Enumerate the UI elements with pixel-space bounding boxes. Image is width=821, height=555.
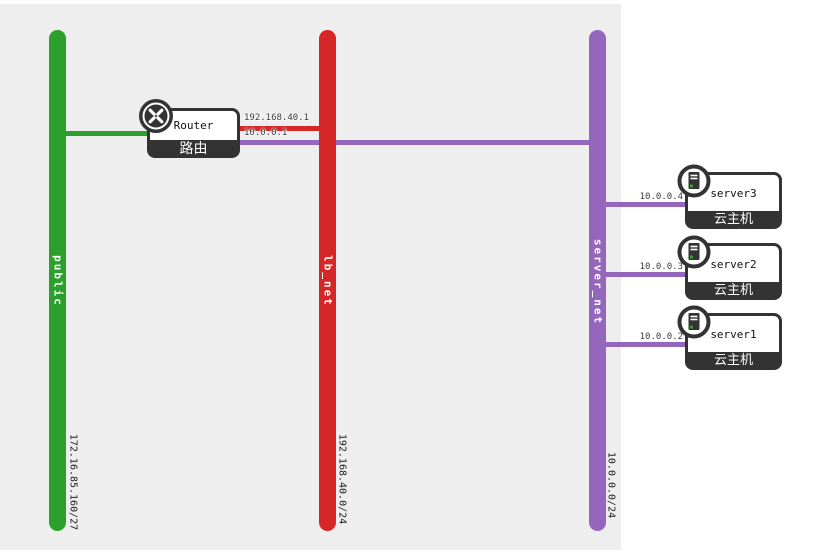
network-bar-lb-net[interactable] xyxy=(319,30,336,531)
router-ip-server-net: 10.0.0.1 xyxy=(244,128,288,138)
server1-name: server1 xyxy=(710,327,757,341)
router-node[interactable]: Router 路由 xyxy=(139,99,240,158)
server3-type-label: 云主机 xyxy=(713,212,753,227)
network-name-lb-net: lb_net xyxy=(321,255,335,307)
link-servernet-server3 xyxy=(598,202,687,207)
server2-ip: 10.0.0.3 xyxy=(639,262,683,272)
server2-node[interactable]: server2 云主机 xyxy=(677,235,782,300)
network-name-public: public xyxy=(51,255,65,307)
network-cidr-public: 172.16.85.160/27 xyxy=(67,433,79,531)
network-cidr-server-net: 10.0.0.0/24 xyxy=(605,451,617,519)
server-icon xyxy=(677,305,711,339)
link-servernet-server1 xyxy=(598,342,687,347)
router-ip-lb-net: 192.168.40.1 xyxy=(244,113,310,123)
network-cidr-lb-net: 192.168.40.0/24 xyxy=(336,433,348,525)
topology-canvas xyxy=(0,4,621,550)
server3-node[interactable]: server3 云主机 xyxy=(677,164,782,229)
network-bar-public[interactable] xyxy=(49,30,66,531)
server1-ip: 10.0.0.2 xyxy=(639,332,683,342)
server-icon xyxy=(677,164,711,198)
server1-type-label: 云主机 xyxy=(713,353,753,368)
link-servernet-server2 xyxy=(598,272,687,277)
link-router-servernet xyxy=(238,140,598,145)
server1-node[interactable]: server1 云主机 xyxy=(677,305,782,370)
link-router-lbnet xyxy=(238,126,323,131)
router-icon xyxy=(139,99,173,133)
server3-name: server3 xyxy=(710,186,757,200)
network-name-server-net: server_net xyxy=(591,238,605,326)
router-name: Router xyxy=(173,119,214,132)
server-icon xyxy=(677,235,711,269)
link-public-router xyxy=(57,131,150,136)
server3-ip: 10.0.0.4 xyxy=(639,192,683,202)
server2-name: server2 xyxy=(710,257,757,271)
router-type-label: 路由 xyxy=(179,141,208,157)
network-bar-server-net[interactable] xyxy=(589,30,606,531)
server2-type-label: 云主机 xyxy=(713,283,753,298)
